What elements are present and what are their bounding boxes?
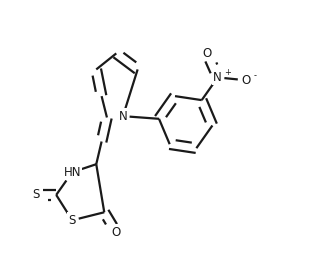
Text: O: O (241, 74, 250, 87)
Text: O: O (112, 226, 121, 239)
Text: HN: HN (64, 166, 81, 179)
Text: N: N (213, 71, 222, 84)
Text: -: - (253, 71, 256, 80)
Text: O: O (203, 47, 212, 60)
Text: N: N (119, 110, 127, 123)
Text: S: S (32, 189, 40, 201)
Text: +: + (224, 68, 231, 77)
Text: S: S (69, 214, 76, 227)
